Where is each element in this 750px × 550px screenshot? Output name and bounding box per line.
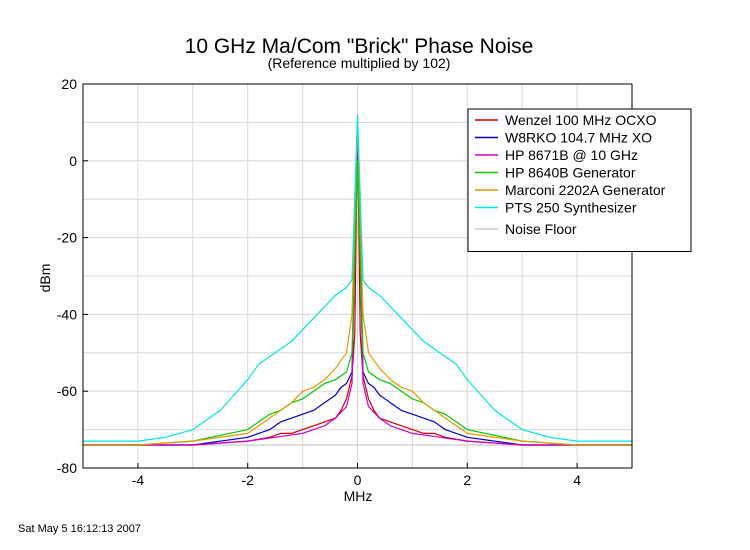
y-tick-label: -40 — [57, 306, 77, 322]
x-tick-label: 0 — [354, 472, 362, 488]
x-tick-label: -4 — [132, 472, 145, 488]
y-tick-label: -60 — [57, 383, 77, 399]
legend-label: Marconi 2202A Generator — [505, 182, 666, 198]
y-tick-label: -80 — [57, 460, 77, 476]
series-line-pts-250-synthesizer — [83, 114, 632, 442]
legend-label: Noise Floor — [505, 221, 577, 237]
y-tick-label: 0 — [69, 153, 77, 169]
plot-frame — [82, 83, 633, 469]
x-tick-label: 4 — [573, 472, 581, 488]
legend-label: HP 8671B @ 10 GHz — [505, 147, 638, 163]
chart-subtitle: (Reference multiplied by 102) — [268, 55, 451, 71]
x-tick-label: 2 — [463, 472, 471, 488]
legend-label: PTS 250 Synthesizer — [505, 200, 637, 216]
series-group — [83, 114, 632, 446]
y-tick-label: 20 — [61, 76, 77, 92]
footer-timestamp: Sat May 5 16:12:13 2007 — [18, 523, 141, 535]
legend-label: HP 8640B Generator — [505, 165, 636, 181]
x-axis-label: MHz — [344, 488, 373, 504]
legend-label: Wenzel 100 MHz OCXO — [505, 112, 657, 128]
y-axis-label: dBm — [37, 264, 53, 293]
x-tick-label: -2 — [241, 472, 254, 488]
tick-labels: 200-20-40-60-80-4 -2 0 2 4 — [57, 76, 581, 488]
y-tick-label: -20 — [57, 230, 77, 246]
legend-label: W8RKO 104.7 MHz XO — [505, 130, 652, 146]
series-line-hp-8640b-generator — [83, 160, 632, 446]
chart-title: 10 GHz Ma/Com "Brick" Phase Noise — [185, 35, 534, 58]
legend-box — [467, 108, 692, 252]
